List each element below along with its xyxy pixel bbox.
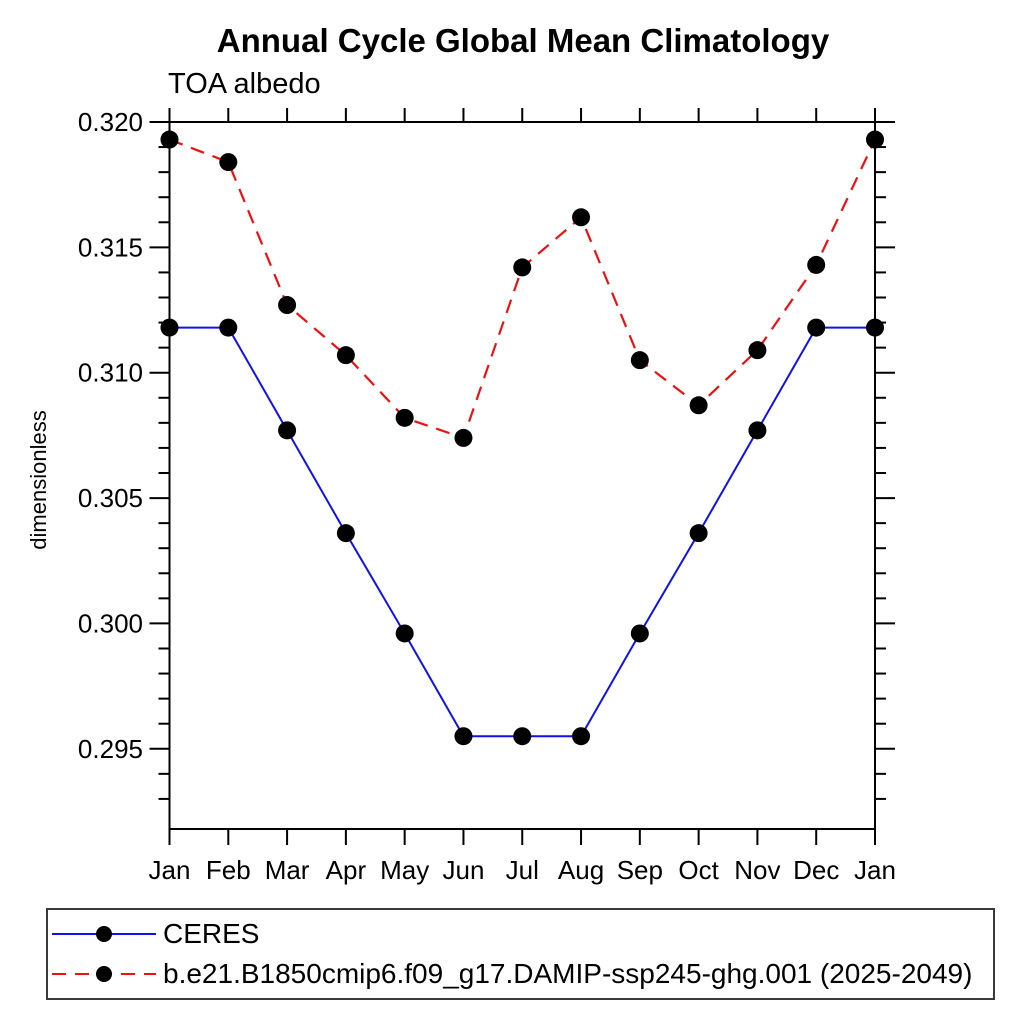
y-axis-tick-label: 0.310 (78, 358, 143, 388)
data-point-marker-ceres (630, 624, 649, 643)
series-line-model (169, 138, 876, 440)
data-point-marker-ceres (689, 524, 708, 543)
data-point-marker-model (336, 346, 355, 365)
chart-subtitle: TOA albedo (168, 68, 321, 100)
data-point-marker-ceres (336, 524, 355, 543)
legend-label-model: b.e21.B1850cmip6.f09_g17.DAMIP-ssp245-gh… (163, 958, 973, 990)
data-point-marker-model (807, 255, 826, 274)
data-point-marker-model (630, 351, 649, 370)
data-point-marker-ceres (807, 318, 826, 337)
data-point-marker-ceres (748, 421, 767, 440)
plot-frame (168, 121, 876, 830)
series-line-ceres (169, 326, 875, 738)
legend-sample-dashed-line (52, 966, 156, 983)
data-point-marker-model (454, 428, 473, 447)
legend-marker-dot (96, 966, 112, 983)
x-axis-tick-label: Jun (442, 855, 484, 885)
data-point-marker-model (866, 130, 884, 149)
data-point-marker-ceres (278, 421, 297, 440)
y-axis-tick-label: 0.295 (78, 734, 143, 764)
x-axis-tick-label: Oct (678, 855, 719, 885)
x-axis-tick-label: Jan (854, 855, 896, 885)
legend-box: CERES b.e21.B1850cmip6.f09_g17.DAMIP-ssp… (46, 908, 995, 1000)
data-point-marker-model (689, 396, 708, 415)
x-axis-tick-label: Jul (506, 855, 539, 885)
x-axis-tick-label: Jan (149, 855, 191, 885)
y-axis-tick-label: 0.300 (78, 608, 143, 638)
x-axis-tick-label: Sep (617, 855, 663, 885)
data-point-marker-ceres (866, 318, 884, 337)
legend-marker-dot (96, 925, 112, 942)
x-axis-tick-label: Nov (734, 855, 780, 885)
x-axis-tick-label: Dec (793, 855, 839, 885)
y-axis-tick-label: 0.320 (78, 107, 143, 137)
x-axis-tick-label: Aug (558, 855, 604, 885)
legend-label-ceres: CERES (163, 917, 260, 949)
data-point-marker-ceres (395, 624, 414, 643)
x-axis-tick-label: Mar (265, 855, 310, 885)
data-point-marker-model (513, 258, 532, 277)
data-point-marker-ceres (513, 727, 532, 746)
data-point-marker-model (160, 130, 179, 149)
y-axis-tick-label: 0.305 (78, 483, 143, 513)
data-point-marker-ceres (219, 318, 238, 337)
y-axis-tick-label: 0.315 (78, 232, 143, 262)
x-axis-tick-label: May (380, 855, 429, 885)
data-point-marker-model (748, 341, 767, 360)
x-axis-tick-label: Apr (326, 855, 367, 885)
legend-sample-solid-line (52, 925, 156, 942)
chart-title: Annual Cycle Global Mean Climatology (216, 22, 830, 59)
data-point-marker-model (572, 208, 591, 227)
legend-item-ceres: CERES (48, 917, 993, 951)
legend-item-model: b.e21.B1850cmip6.f09_g17.DAMIP-ssp245-gh… (48, 957, 993, 991)
data-point-marker-ceres (454, 727, 473, 746)
x-axis-tick-label: Feb (206, 855, 251, 885)
data-point-marker-model (278, 296, 297, 315)
data-point-marker-ceres (160, 318, 179, 337)
data-point-marker-ceres (572, 727, 591, 746)
data-point-marker-model (395, 408, 414, 427)
data-point-marker-model (219, 153, 238, 172)
